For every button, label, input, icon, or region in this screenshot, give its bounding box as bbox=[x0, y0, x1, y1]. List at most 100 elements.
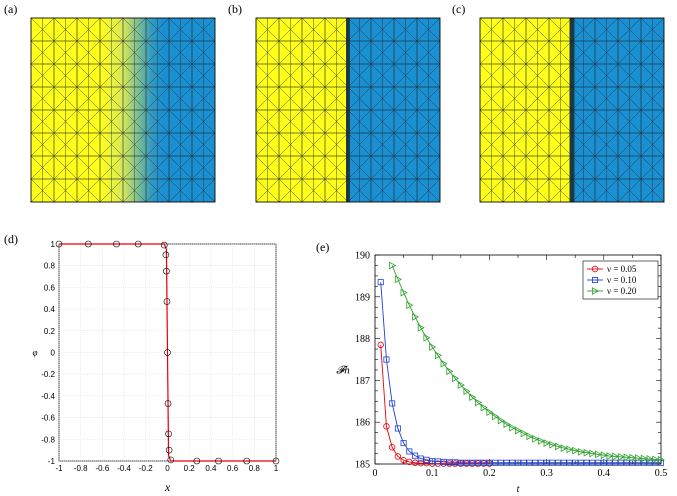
x-tick-label: 0 bbox=[165, 464, 170, 473]
y-tick-label: 0 bbox=[51, 349, 56, 358]
series-line bbox=[59, 243, 276, 462]
data-point bbox=[377, 279, 384, 286]
x-tick-label: -0.8 bbox=[74, 464, 88, 473]
data-point bbox=[160, 241, 168, 249]
data-point bbox=[509, 423, 517, 432]
data-point bbox=[532, 459, 539, 466]
data-point bbox=[606, 452, 614, 460]
data-point bbox=[113, 240, 120, 248]
x-axis-label: x bbox=[164, 480, 171, 494]
data-point bbox=[469, 393, 477, 401]
panel-label-c: (c) bbox=[452, 2, 466, 16]
mesh-lines bbox=[479, 17, 665, 203]
data-point bbox=[429, 343, 437, 351]
y-tick-label: 186 bbox=[355, 418, 370, 429]
data-point bbox=[629, 459, 636, 466]
data-point bbox=[457, 459, 464, 466]
data-point bbox=[400, 288, 408, 297]
x-tick-label: 0.6 bbox=[227, 464, 239, 473]
data-point bbox=[434, 458, 441, 465]
data-point bbox=[537, 437, 545, 445]
mesh-lines bbox=[30, 17, 216, 203]
data-point bbox=[549, 459, 556, 466]
panel-label-d: (d) bbox=[4, 232, 18, 246]
panel-label-a: (a) bbox=[4, 2, 18, 16]
mesh-border bbox=[30, 17, 216, 203]
x-tick-label: -0.4 bbox=[117, 464, 131, 473]
y-tick-label: 0.4 bbox=[44, 305, 56, 314]
data-point bbox=[406, 448, 413, 455]
data-point bbox=[400, 457, 407, 464]
data-point bbox=[440, 359, 448, 368]
x-tick-label: 0.2 bbox=[483, 468, 496, 479]
data-point bbox=[520, 429, 528, 438]
y-tick-label: -1 bbox=[48, 457, 56, 466]
data-point bbox=[165, 446, 173, 454]
data-point bbox=[440, 458, 447, 465]
data-point bbox=[623, 459, 630, 466]
data-point bbox=[612, 459, 619, 466]
data-point bbox=[595, 450, 603, 459]
data-point bbox=[537, 459, 544, 466]
data-point bbox=[163, 298, 171, 305]
data-point bbox=[163, 267, 170, 275]
data-point bbox=[543, 459, 550, 466]
data-point bbox=[434, 351, 442, 360]
data-point bbox=[394, 275, 402, 284]
data-point bbox=[592, 287, 600, 295]
data-point bbox=[480, 403, 488, 412]
data-point bbox=[452, 459, 459, 466]
data-point bbox=[243, 457, 251, 465]
data-point bbox=[474, 459, 481, 466]
y-tick-label: 0.6 bbox=[44, 283, 56, 292]
data-point bbox=[412, 312, 420, 321]
data-point bbox=[560, 444, 568, 452]
data-point bbox=[623, 453, 631, 462]
data-point bbox=[486, 408, 494, 417]
data-point bbox=[412, 452, 419, 459]
data-point bbox=[589, 459, 596, 466]
data-point bbox=[417, 455, 424, 462]
data-point bbox=[164, 349, 171, 356]
y-tick-label: -0.2 bbox=[41, 370, 55, 379]
legend-label: ν = 0.20 bbox=[607, 286, 637, 296]
data-point bbox=[383, 423, 390, 430]
data-point bbox=[215, 457, 222, 465]
data-point bbox=[606, 459, 613, 466]
data-point bbox=[592, 276, 599, 283]
data-point bbox=[497, 416, 505, 425]
data-point bbox=[446, 459, 453, 466]
data-point bbox=[162, 251, 170, 259]
x-tick-label: 0.4 bbox=[598, 468, 611, 479]
x-tick-label: 0.5 bbox=[655, 468, 668, 479]
data-point bbox=[394, 425, 401, 432]
data-point bbox=[577, 459, 584, 466]
x-tick-label: -0.2 bbox=[139, 464, 153, 473]
data-point bbox=[646, 459, 653, 466]
data-point bbox=[193, 457, 201, 465]
x-axis-label: t bbox=[517, 484, 520, 495]
data-point bbox=[532, 435, 540, 443]
data-point bbox=[589, 449, 597, 458]
y-tick-label: 189 bbox=[355, 292, 370, 303]
chart-phi-profile: -1 -0.8 -0.6 -0.4 -0.2 0 0.2 0.4 0.6 0.8 1 1 0.8 0.6 0… bbox=[33, 240, 280, 494]
panel-label-e: (e) bbox=[316, 240, 330, 254]
data-point bbox=[652, 455, 660, 464]
data-point bbox=[164, 400, 172, 407]
data-point bbox=[572, 459, 579, 466]
data-point bbox=[543, 439, 551, 447]
data-point bbox=[417, 323, 425, 332]
data-point bbox=[600, 459, 607, 466]
y-tick-label: 185 bbox=[355, 460, 370, 471]
data-point bbox=[583, 459, 590, 466]
data-point bbox=[492, 459, 499, 466]
y-axis-label: φ bbox=[33, 348, 38, 358]
data-point bbox=[492, 412, 500, 421]
data-point bbox=[474, 398, 482, 407]
data-point bbox=[617, 459, 624, 466]
data-point bbox=[629, 453, 637, 462]
x-tick-label: 1 bbox=[274, 464, 279, 473]
data-point bbox=[555, 442, 563, 451]
y-axis-label: 𝓕h bbox=[336, 365, 350, 377]
